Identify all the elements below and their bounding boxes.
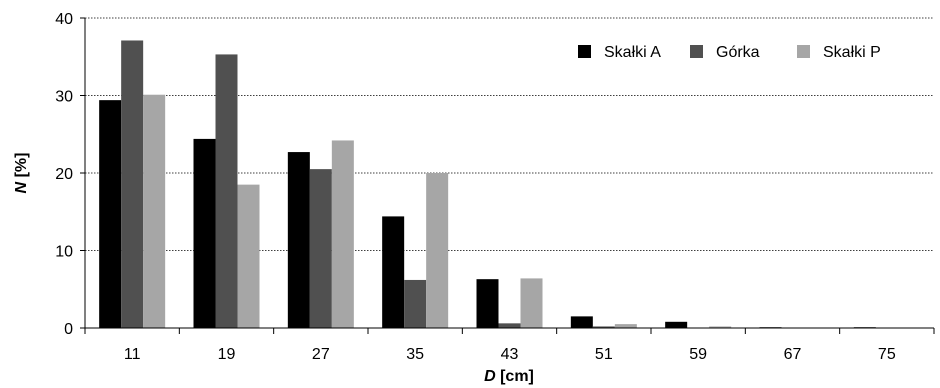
bar bbox=[614, 324, 637, 328]
bar bbox=[287, 152, 310, 328]
bar bbox=[237, 184, 260, 328]
y-axis-unit: [%] bbox=[13, 153, 30, 182]
y-tick-labels: 0 10 20 30 40 bbox=[55, 11, 85, 338]
x-tick-label: 27 bbox=[312, 346, 330, 363]
legend-item: Górka bbox=[690, 44, 760, 61]
y-tick-label: 30 bbox=[55, 89, 73, 106]
x-tick-label: 67 bbox=[784, 346, 802, 363]
bar bbox=[520, 278, 543, 328]
legend-label: Skałki P bbox=[823, 44, 881, 61]
x-tick-label: 11 bbox=[124, 346, 141, 363]
bar bbox=[143, 94, 166, 328]
y-axis-title: N [%] bbox=[13, 153, 30, 194]
x-tick-label: 59 bbox=[689, 346, 707, 363]
legend-item: Skałki A bbox=[578, 44, 661, 61]
legend-swatch bbox=[578, 45, 591, 58]
bar bbox=[121, 40, 144, 328]
y-tick-label: 10 bbox=[55, 244, 73, 261]
legend-label: Skałki A bbox=[604, 44, 661, 61]
bar bbox=[193, 138, 216, 328]
bar bbox=[331, 140, 354, 328]
bar bbox=[404, 279, 427, 328]
bar bbox=[309, 169, 332, 328]
y-tick-label: 20 bbox=[55, 166, 73, 183]
x-tick-label: 75 bbox=[878, 346, 896, 363]
x-tick-label: 43 bbox=[501, 346, 519, 363]
bar bbox=[570, 316, 593, 328]
bar bbox=[665, 321, 688, 328]
bar bbox=[709, 326, 732, 328]
bar bbox=[592, 326, 615, 328]
bar bbox=[498, 323, 521, 328]
bar bbox=[215, 54, 238, 329]
x-axis-title: D [cm] bbox=[484, 368, 534, 385]
bars bbox=[99, 40, 876, 329]
x-tick-label: 51 bbox=[595, 346, 613, 363]
x-tick-label: 19 bbox=[218, 346, 236, 363]
bar bbox=[426, 173, 449, 328]
bar bbox=[476, 279, 499, 328]
legend-swatch bbox=[797, 45, 810, 58]
bar bbox=[99, 100, 122, 329]
x-axis-unit: [cm] bbox=[496, 368, 534, 385]
legend-item: Skałki P bbox=[797, 44, 881, 61]
legend-label: Górka bbox=[716, 44, 760, 61]
y-tick-label: 40 bbox=[55, 11, 73, 28]
x-axis-var: D bbox=[484, 368, 496, 385]
x-tick-labels: 11 19 27 35 43 51 59 67 75 bbox=[84, 328, 935, 363]
legend-swatch bbox=[690, 45, 703, 58]
y-axis-var: N bbox=[13, 181, 30, 193]
legend: Skałki A Górka Skałki P bbox=[578, 44, 881, 61]
y-tick-label: 0 bbox=[64, 321, 73, 338]
bar bbox=[382, 216, 405, 328]
x-tick-label: 35 bbox=[406, 346, 424, 363]
